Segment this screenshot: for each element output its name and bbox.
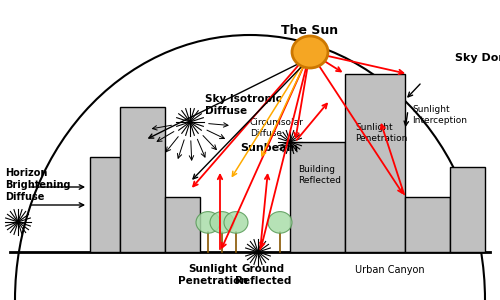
Bar <box>290 142 345 252</box>
Bar <box>90 157 120 252</box>
Bar <box>165 197 200 252</box>
Bar <box>405 197 450 252</box>
Ellipse shape <box>210 212 234 233</box>
Text: Circumsolar
Diffuse: Circumsolar Diffuse <box>250 118 304 138</box>
Ellipse shape <box>268 212 292 233</box>
Text: Sunlight
Penetration: Sunlight Penetration <box>178 264 248 286</box>
Text: Sky Isotropic
Diffuse: Sky Isotropic Diffuse <box>205 94 282 116</box>
Text: Sunlight
Penetration: Sunlight Penetration <box>355 123 408 143</box>
Ellipse shape <box>292 36 328 68</box>
Text: Horizon
Brightening
Diffuse: Horizon Brightening Diffuse <box>5 168 70 202</box>
Text: Urban Canyon: Urban Canyon <box>355 265 425 275</box>
Bar <box>345 74 405 252</box>
Text: Sunlight
Interception: Sunlight Interception <box>412 105 467 125</box>
Text: Sky Dome: Sky Dome <box>455 53 500 63</box>
Text: Building
Reflected: Building Reflected <box>298 165 341 185</box>
Bar <box>120 107 165 252</box>
Ellipse shape <box>196 212 220 233</box>
Ellipse shape <box>224 212 248 233</box>
Text: Ground
Reflected: Ground Reflected <box>235 264 291 286</box>
Text: Sunbeam: Sunbeam <box>240 143 298 153</box>
Text: The Sun: The Sun <box>282 23 339 37</box>
Bar <box>450 167 485 252</box>
